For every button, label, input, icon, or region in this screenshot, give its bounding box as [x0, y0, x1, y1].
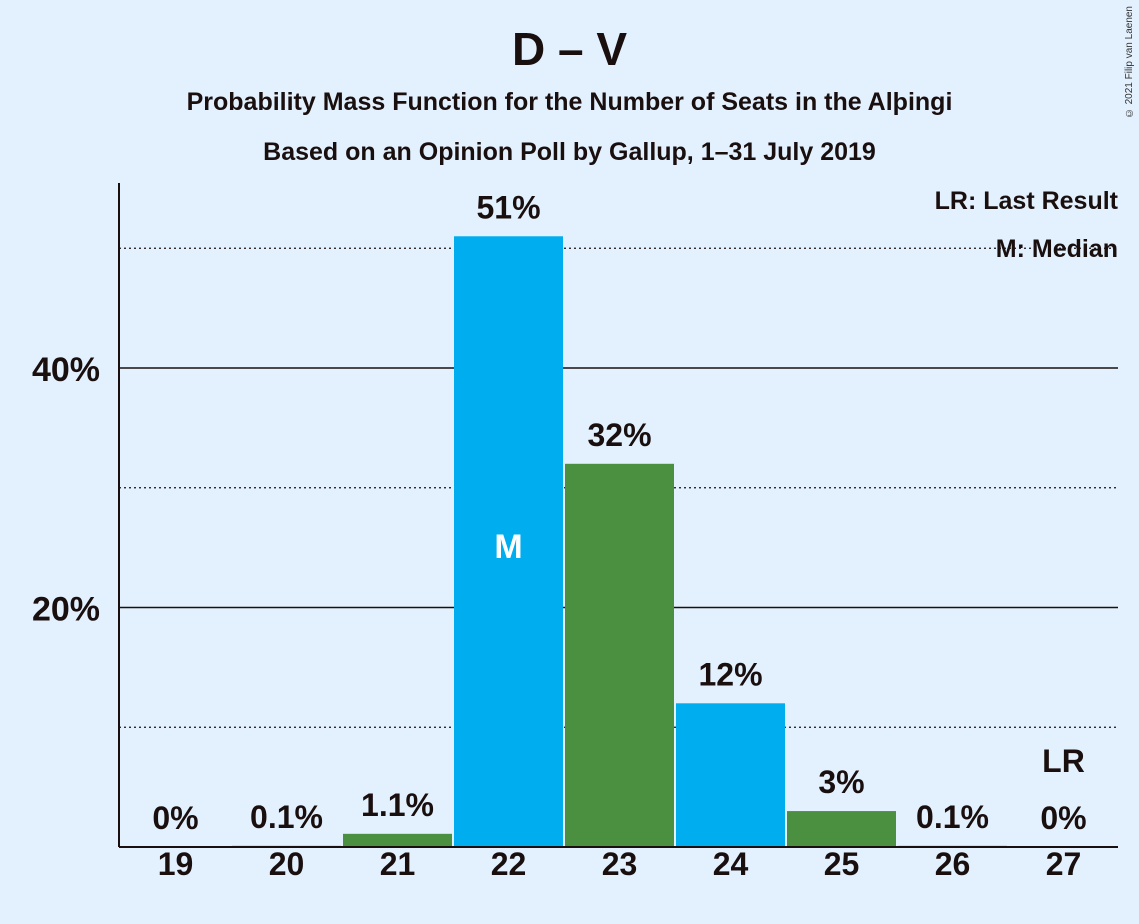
value-label-26: 0.1% [916, 799, 989, 835]
bar-23 [565, 463, 674, 847]
x-tick-label-23: 23 [602, 846, 638, 882]
x-tick-label-21: 21 [380, 846, 416, 882]
median-marker: M [494, 528, 522, 566]
x-tick-label-19: 19 [158, 846, 194, 882]
x-tick-label-22: 22 [491, 846, 527, 882]
value-label-22: 51% [476, 189, 540, 225]
value-label-27: 0% [1040, 800, 1086, 836]
x-tick-label-24: 24 [713, 846, 749, 882]
bar-22 [454, 236, 563, 847]
x-tick-label-25: 25 [824, 846, 860, 882]
y-tick-label: 40% [32, 351, 100, 389]
legend-last-result: LR: Last Result [935, 187, 1119, 215]
x-tick-label-20: 20 [269, 846, 305, 882]
value-label-20: 0.1% [250, 799, 323, 835]
chart-subtitle-source: Based on an Opinion Poll by Gallup, 1–31… [263, 138, 876, 166]
x-tick-label-26: 26 [935, 846, 971, 882]
value-label-24: 12% [698, 656, 762, 692]
legend-median: M: Median [996, 235, 1118, 263]
value-label-21: 1.1% [361, 787, 434, 823]
last-result-marker: LR [1042, 743, 1085, 779]
chart-title: D – V [511, 23, 628, 75]
value-label-19: 0% [152, 800, 198, 836]
chart-subtitle: Probability Mass Function for the Number… [186, 88, 953, 116]
value-label-25: 3% [818, 764, 864, 800]
value-label-23: 32% [587, 417, 651, 453]
bar-21 [343, 833, 452, 847]
bar-25 [787, 811, 896, 847]
x-tick-label-27: 27 [1046, 846, 1082, 882]
bar-24 [676, 703, 785, 847]
y-tick-label: 20% [32, 591, 100, 629]
